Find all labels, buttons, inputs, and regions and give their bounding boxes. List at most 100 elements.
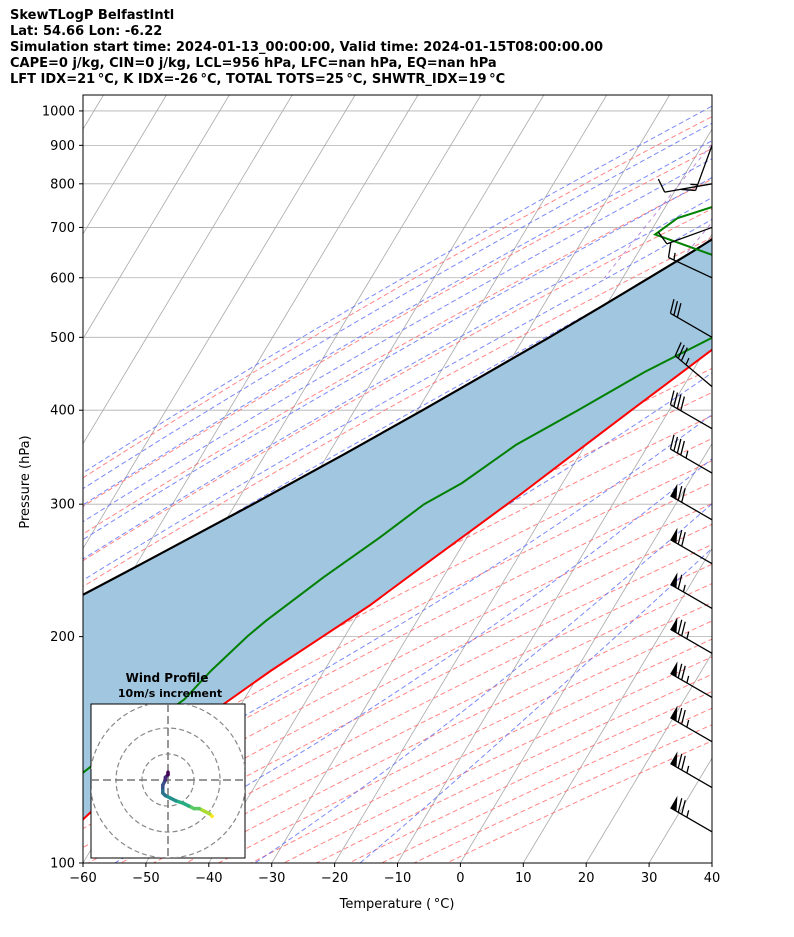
y-tick-label: 900 [50,139,75,154]
barb-half [673,252,676,261]
y-axis-label: Pressure (hPa) [18,435,33,528]
barb-flag [670,483,678,500]
isotherm-line [83,95,230,340]
barb-flag [670,572,678,588]
wind-barb [670,661,713,699]
wind-barb [669,299,713,338]
moist-adiabat [254,503,712,863]
barb-full [680,396,685,411]
cape-shaded-area [83,239,712,820]
mixing-ratio-line [604,142,712,279]
wind-barb [669,390,713,430]
wind-barb [674,342,713,388]
chart-header: SkewTLogP BelfastIntl Lat: 54.66 Lon: -6… [10,8,603,88]
barb-full [673,392,679,407]
isotherm-line [83,95,167,235]
x-tick-label: 10 [515,871,532,886]
y-tick-label: 400 [50,404,75,419]
barb-half [685,357,690,366]
x-tick-label: 30 [641,871,658,886]
barb-staff [670,448,713,474]
barb-full [677,486,683,501]
moist-adiabat [359,547,712,863]
cape-shading [83,239,712,820]
wind-barb [657,178,713,193]
isotherm-line [522,547,712,863]
dry-adiabat [83,415,712,749]
barb-full [680,347,688,362]
wind-barb [670,617,713,654]
barb-staff [670,762,713,789]
barb-full [676,394,682,409]
x-tick-label: 0 [456,871,464,886]
barb-full [680,440,685,456]
moist-adiabat [83,122,712,490]
moist-adiabat [114,458,712,863]
time-line: Simulation start time: 2024-01-13_00:00:… [10,40,603,55]
dry-adiabat [83,178,712,535]
dry-adiabat [348,690,712,863]
barb-full [681,488,686,503]
dewpoint-line [83,206,712,774]
dry-adiabat [88,543,712,863]
barb-full [667,243,672,258]
barb-staff [670,404,713,430]
dry-adiabat [218,620,712,863]
barb-staff [670,628,713,654]
dry-adiabat [83,116,712,479]
moist-adiabat [83,176,712,541]
barb-flag [670,795,678,812]
isotherm-line [711,862,712,863]
indices-line: LFT IDX=21 °C, K IDX=-26 °C, TOTAL TOTS=… [10,72,506,87]
y-tick-label: 800 [50,177,75,192]
mixing-ratio-line [772,95,794,278]
isotherm-line [334,233,712,863]
barb-full [676,438,682,454]
y-tick-label: 200 [50,630,75,645]
barb-full [676,303,682,318]
barb-staff [666,226,713,245]
x-tick-label: −30 [258,871,285,886]
barb-flag [670,661,678,677]
moist-adiabat [83,140,712,506]
dry-adiabat [413,724,712,863]
isotherm-line [585,652,712,863]
hodograph-plot [91,704,245,858]
x-tick-label: 40 [704,871,721,886]
barb-staff [670,717,713,743]
y-tick-label: 300 [50,498,75,513]
barb-staff [668,256,713,279]
barb-full [657,178,666,193]
cape-line: CAPE=0 j/kg, CIN=0 j/kg, LCL=956 hPa, LF… [10,56,497,71]
barb-full [673,301,679,316]
barb-half [685,450,689,459]
barb-flag [670,617,678,633]
isotherm-line [460,442,712,863]
barb-flag [670,527,678,544]
wind-barb [670,527,713,565]
barb-full [681,755,686,771]
wind-barb [657,226,713,245]
barb-half [686,675,690,684]
moist-adiabat [83,105,712,474]
barb-full [669,390,675,405]
x-tick-label: −20 [321,871,348,886]
barb-flag [670,705,678,722]
barb-full [681,531,686,547]
mixing-ratio-line [718,95,794,278]
barb-full [677,619,683,635]
dry-adiabat [83,523,712,849]
barb-full [681,621,686,637]
barb-staff [670,583,713,610]
moist-adiabat [83,197,712,560]
moist-adiabat [83,242,712,605]
y-tick-label: 600 [50,271,75,286]
isotherm-line [83,95,293,445]
x-tick-label: −10 [384,871,411,886]
wind-barb [669,434,713,474]
isotherm-line [83,95,356,550]
wind-barb [670,483,713,521]
dry-adiabat [381,707,712,863]
